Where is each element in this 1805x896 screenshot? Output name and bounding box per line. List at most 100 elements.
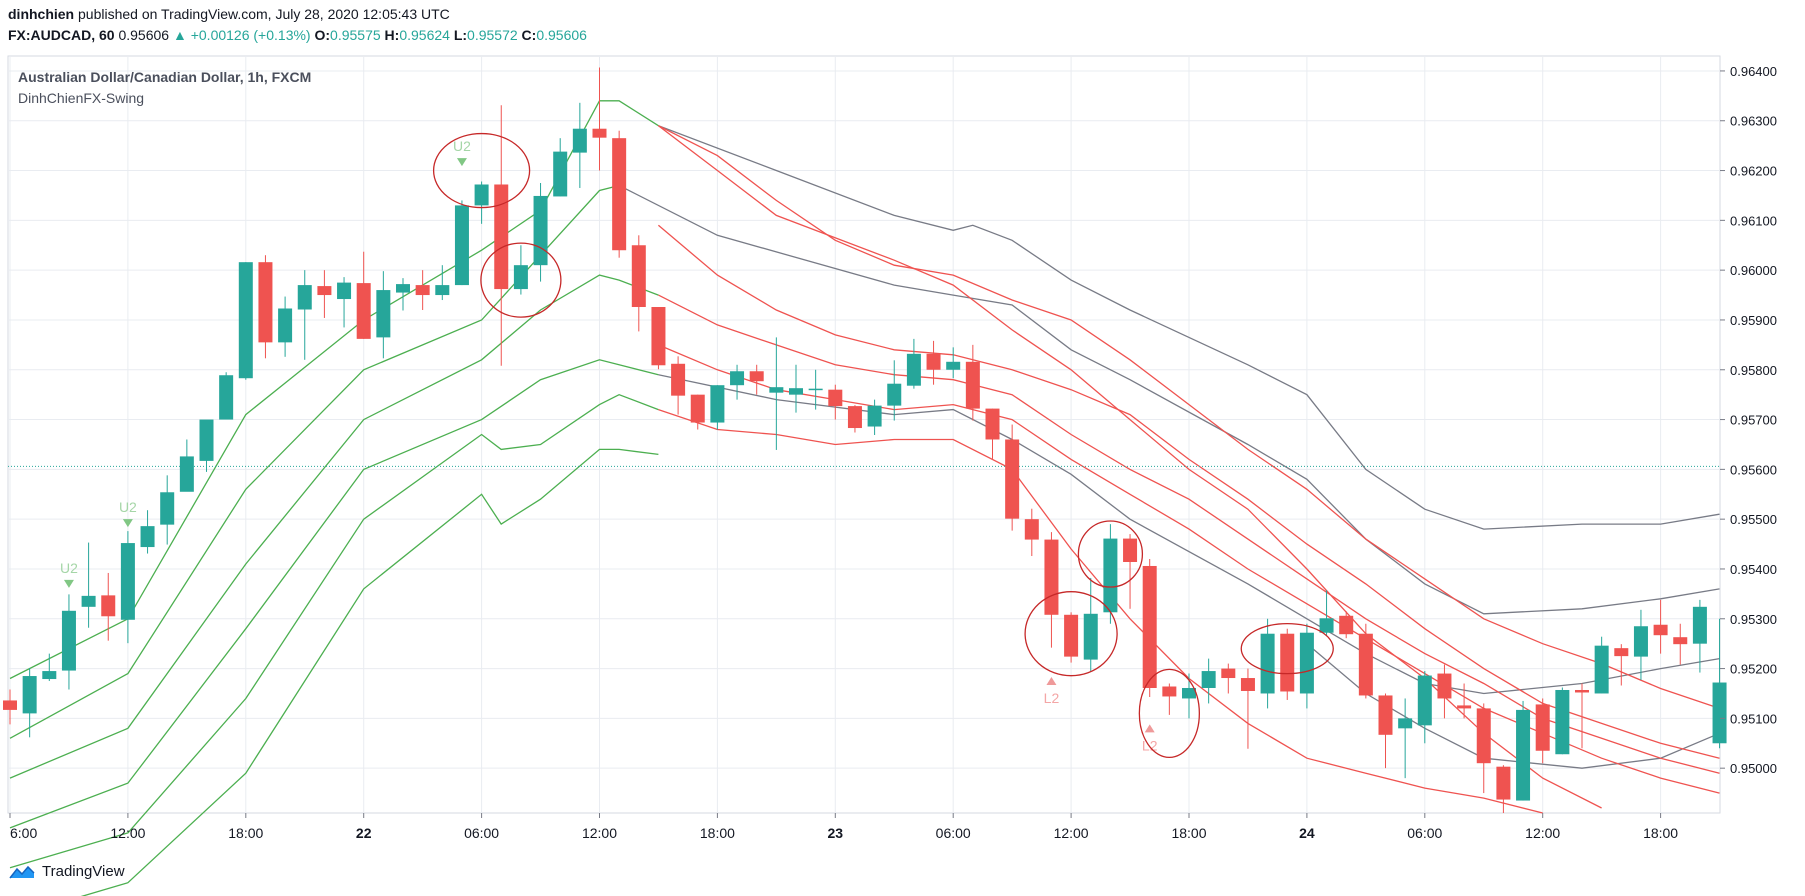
y-tick-label: 0.95000 bbox=[1730, 761, 1777, 776]
candle-body bbox=[415, 285, 430, 296]
candle-body bbox=[1594, 645, 1609, 694]
x-tick-label: 18:00 bbox=[700, 825, 735, 841]
annotations bbox=[432, 132, 1334, 759]
candle-body bbox=[1457, 705, 1472, 709]
candle-body bbox=[1182, 687, 1196, 699]
candle-body bbox=[199, 419, 214, 461]
candle bbox=[1555, 687, 1570, 755]
candle-body bbox=[1555, 689, 1570, 755]
green-band-line bbox=[80, 448, 659, 896]
x-tick-label: 12:00 bbox=[1054, 825, 1089, 841]
candle-body bbox=[140, 526, 155, 548]
candle-body bbox=[592, 128, 607, 138]
candle-body bbox=[1496, 766, 1511, 800]
candle bbox=[1712, 618, 1727, 749]
x-tick-label: 06:00 bbox=[464, 825, 499, 841]
candle bbox=[258, 255, 273, 359]
candle bbox=[1417, 671, 1432, 744]
candle bbox=[1633, 609, 1648, 681]
candle-body bbox=[61, 610, 76, 671]
candle bbox=[435, 265, 450, 301]
red-band-line bbox=[658, 125, 1720, 710]
price-axis[interactable]: 0.96400 0.96300 0.96200 0.96100 0.96000 0.959… bbox=[1720, 64, 1777, 776]
candle bbox=[572, 102, 587, 188]
candle-body bbox=[867, 405, 882, 427]
hand-drawn-circle-annotation bbox=[1024, 591, 1118, 677]
candle-body bbox=[1614, 648, 1629, 657]
candle bbox=[867, 399, 882, 435]
candle bbox=[1457, 683, 1472, 719]
x-tick-label: 12:00 bbox=[1525, 825, 1560, 841]
candles[interactable] bbox=[3, 67, 1727, 813]
candle-body bbox=[219, 375, 234, 420]
low-value: 0.95572 bbox=[467, 27, 518, 43]
footer-brand[interactable]: TradingView bbox=[8, 863, 125, 880]
candle-body bbox=[376, 290, 391, 338]
candle bbox=[965, 344, 980, 421]
change-up-icon: ▲ bbox=[172, 27, 187, 43]
candle bbox=[1024, 508, 1039, 557]
candle-body bbox=[1083, 613, 1098, 660]
candle-body bbox=[1653, 624, 1668, 636]
candle bbox=[61, 594, 76, 690]
candle bbox=[906, 338, 921, 389]
candle bbox=[1280, 628, 1295, 700]
signal-label: L2 bbox=[1142, 737, 1158, 753]
candle-body bbox=[120, 543, 135, 620]
candle bbox=[454, 200, 469, 286]
candle-body bbox=[1437, 673, 1452, 699]
signal-label: U2 bbox=[453, 138, 471, 154]
candle bbox=[297, 270, 312, 360]
candle bbox=[513, 245, 528, 295]
candle bbox=[42, 653, 57, 682]
candle bbox=[219, 372, 234, 420]
candle bbox=[1614, 644, 1629, 686]
candle bbox=[81, 542, 96, 628]
candle bbox=[3, 689, 17, 725]
candle-body bbox=[396, 284, 410, 293]
candle-body bbox=[730, 371, 745, 386]
candle-body bbox=[513, 265, 528, 290]
candle-body bbox=[1398, 718, 1413, 729]
y-tick-label: 0.96100 bbox=[1730, 213, 1777, 228]
candle-body bbox=[1712, 682, 1727, 744]
close-label: C: bbox=[521, 27, 537, 43]
candle-body bbox=[1142, 565, 1157, 688]
candle-body bbox=[690, 394, 705, 423]
candle bbox=[179, 439, 194, 492]
buy-signal-triangle-icon bbox=[1144, 724, 1155, 733]
y-tick-label: 0.95300 bbox=[1730, 612, 1777, 627]
candle-body bbox=[631, 245, 646, 308]
hand-drawn-circle-annotation bbox=[480, 242, 562, 318]
time-axis[interactable]: 6:00 12:00 18:00 22 06:00 12:00 18:00 23 06:00 12… bbox=[9, 813, 1678, 841]
last-price: 0.95606 bbox=[118, 27, 170, 43]
candle bbox=[317, 270, 332, 318]
candle-body bbox=[1378, 695, 1393, 735]
candle-body bbox=[533, 195, 548, 266]
candle-body bbox=[926, 353, 941, 370]
y-tick-label: 0.95100 bbox=[1730, 711, 1777, 726]
x-tick-label: 12:00 bbox=[582, 825, 617, 841]
candle-body bbox=[435, 285, 450, 296]
candle bbox=[1575, 683, 1589, 749]
candle-body bbox=[1024, 519, 1039, 540]
x-tick-label: 18:00 bbox=[1171, 825, 1206, 841]
tradingview-logo-icon bbox=[9, 865, 35, 878]
candle bbox=[887, 360, 902, 421]
sell-signal-triangle-icon bbox=[456, 158, 467, 167]
legend-indicator: DinhChienFX-Swing bbox=[18, 90, 144, 106]
candle bbox=[140, 510, 155, 554]
candle bbox=[1083, 577, 1098, 672]
candle-body bbox=[474, 184, 489, 206]
high-label: H: bbox=[384, 27, 400, 43]
green-band-line bbox=[9, 393, 659, 869]
candle bbox=[789, 364, 803, 413]
candle bbox=[710, 385, 725, 430]
green-band-line bbox=[9, 359, 659, 829]
candle-body bbox=[101, 595, 116, 617]
candle bbox=[730, 364, 745, 400]
candle-body bbox=[258, 262, 273, 343]
candle-body bbox=[356, 283, 371, 339]
candle-body bbox=[1516, 709, 1531, 801]
